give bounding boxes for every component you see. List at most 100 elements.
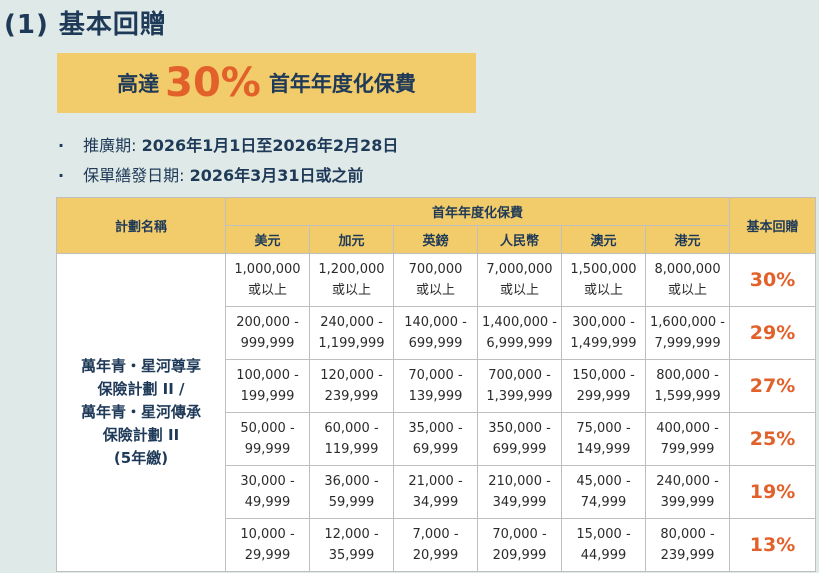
premium-range-line: 199,999 bbox=[240, 389, 295, 404]
premium-range-line: 80,000 - bbox=[660, 527, 715, 542]
premium-range-line: 239,999 bbox=[324, 389, 379, 404]
premium-range-line: 210,000 - bbox=[488, 474, 551, 489]
premium-range-cell: 240,000 - 399,999 bbox=[644, 465, 731, 519]
premium-range-cell: 1,500,000 或以上 bbox=[561, 253, 646, 307]
premium-range-cell: 8,000,000 或以上 bbox=[644, 253, 731, 307]
premium-range-cell: 120,000 - 239,999 bbox=[309, 359, 394, 413]
premium-range-line: 7,999,999 bbox=[654, 336, 721, 351]
premium-range-line: 140,000 - bbox=[404, 315, 467, 330]
table-row: 30,000 - 49,999 36,000 - 59,999 21,000 - 34,9… bbox=[57, 465, 817, 519]
premium-range-line: 或以上 bbox=[247, 283, 287, 298]
premium-range-line: 350,000 - bbox=[488, 421, 551, 436]
premium-range-line: 399,999 bbox=[660, 495, 715, 510]
premium-range-line: 119,999 bbox=[324, 442, 379, 457]
rebate-percent-cell: 25% bbox=[729, 412, 817, 466]
premium-range-line: 700,000 - bbox=[488, 368, 551, 383]
premium-range-cell: 150,000 - 299,999 bbox=[561, 359, 646, 413]
premium-range-line: 70,000 - bbox=[492, 527, 547, 542]
table-row: 萬年青・星河尊享 保險計劃 II / 萬年青・星河傳承 保險計劃 II (5年繳) 1,0… bbox=[56, 253, 817, 572]
plan-name-line: 保險計劃 II / bbox=[97, 380, 185, 398]
banner-prefix: 高達 bbox=[117, 72, 160, 96]
premium-range-line: 30,000 - bbox=[240, 474, 295, 489]
premium-range-line: 45,000 - bbox=[576, 474, 631, 489]
premium-range-line: 139,999 bbox=[408, 389, 463, 404]
premium-range-line: 6,999,999 bbox=[486, 336, 553, 351]
premium-range-cell: 210,000 - 349,999 bbox=[477, 465, 562, 519]
premium-range-line: 69,999 bbox=[412, 442, 459, 457]
premium-range-line: 或以上 bbox=[415, 283, 455, 298]
plan-name-line: 萬年青・星河尊享 bbox=[80, 357, 201, 375]
premium-range-line: 或以上 bbox=[583, 283, 623, 298]
currency-header: 美元 bbox=[225, 225, 310, 254]
premium-range-cell: 70,000 - 209,999 bbox=[477, 518, 562, 572]
promo-period-line: · 推廣期: 2026年1月1日至2026年2月28日 bbox=[58, 132, 398, 156]
premium-range-line: 699,999 bbox=[492, 442, 547, 457]
bullet-dot: · bbox=[58, 166, 65, 185]
premium-range-line: 60,000 - bbox=[324, 421, 379, 436]
premium-range-line: 149,999 bbox=[576, 442, 631, 457]
premium-range-cell: 200,000 - 999,999 bbox=[225, 306, 310, 360]
premium-range-cell: 10,000 - 29,999 bbox=[225, 518, 310, 572]
premium-range-cell: 60,000 - 119,999 bbox=[309, 412, 394, 466]
premium-range-cell: 1,000,000 或以上 bbox=[225, 253, 310, 307]
premium-range-cell: 75,000 - 149,999 bbox=[561, 412, 646, 466]
premium-range-line: 36,000 - bbox=[324, 474, 379, 489]
premium-range-line: 349,999 bbox=[492, 495, 547, 510]
banner-percent: 30% bbox=[165, 60, 261, 106]
premium-range-line: 200,000 - bbox=[236, 315, 299, 330]
premium-range-cell: 36,000 - 59,999 bbox=[309, 465, 394, 519]
premium-range-line: 或以上 bbox=[668, 283, 708, 298]
premium-range-line: 49,999 bbox=[244, 495, 291, 510]
currency-header-row: 美元 加元 英鎊 人民幣 澳元 港元 bbox=[57, 225, 816, 254]
plan-name-line: 萬年青・星河傳承 bbox=[80, 403, 201, 421]
bullet-dot: · bbox=[58, 136, 65, 155]
premium-range-line: 8,000,000 bbox=[654, 262, 721, 277]
premium-range-line: 209,999 bbox=[492, 548, 547, 563]
premium-range-line: 150,000 - bbox=[572, 368, 635, 383]
premium-range-line: 或以上 bbox=[499, 283, 539, 298]
premium-range-cell: 15,000 - 44,999 bbox=[561, 518, 646, 572]
premium-range-cell: 12,000 - 35,999 bbox=[309, 518, 394, 572]
premium-range-line: 1,599,999 bbox=[654, 389, 721, 404]
premium-range-line: 239,999 bbox=[660, 548, 715, 563]
premium-range-line: 1,000,000 bbox=[234, 262, 301, 277]
premium-range-line: 75,000 - bbox=[576, 421, 631, 436]
premium-range-line: 1,199,999 bbox=[318, 336, 385, 351]
promo-period-label: 推廣期: bbox=[83, 136, 137, 155]
premium-range-line: 700,000 bbox=[408, 262, 463, 277]
premium-range-line: 1,399,999 bbox=[486, 389, 553, 404]
premium-range-cell: 1,200,000 或以上 bbox=[309, 253, 394, 307]
premium-range-line: 1,200,000 bbox=[318, 262, 385, 277]
rebate-percent-cell: 29% bbox=[729, 306, 817, 360]
premium-range-line: 299,999 bbox=[576, 389, 631, 404]
premium-range-line: 29,999 bbox=[244, 548, 291, 563]
rebate-table: 計劃名稱 首年年度化保費 基本回贈 美元 加元 英鎊 人民幣 澳元 港元 萬年青・星河尊享… bbox=[56, 197, 817, 572]
premium-range-cell: 1,600,000 - 7,999,999 bbox=[644, 306, 731, 360]
premium-range-line: 300,000 - bbox=[572, 315, 635, 330]
premium-range-cell: 45,000 - 74,999 bbox=[561, 465, 646, 519]
premium-range-line: 799,999 bbox=[660, 442, 715, 457]
table-row: 50,000 - 99,999 60,000 - 119,999 35,000 - 69,… bbox=[57, 412, 817, 466]
currency-header: 港元 bbox=[644, 225, 731, 254]
plan-name-line: 保險計劃 II bbox=[102, 426, 180, 444]
plan-name-header: 計劃名稱 bbox=[56, 197, 226, 254]
premium-range-cell: 700,000 - 1,399,999 bbox=[477, 359, 562, 413]
premium-range-line: 120,000 - bbox=[320, 368, 383, 383]
premium-range-line: 1,500,000 bbox=[570, 262, 637, 277]
premium-range-line: 20,999 bbox=[412, 548, 459, 563]
premium-range-cell: 1,400,000 - 6,999,999 bbox=[477, 306, 562, 360]
premium-range-cell: 700,000 或以上 bbox=[393, 253, 478, 307]
premium-range-cell: 50,000 - 99,999 bbox=[225, 412, 310, 466]
premium-range-cell: 800,000 - 1,599,999 bbox=[644, 359, 731, 413]
premium-range-line: 400,000 - bbox=[656, 421, 719, 436]
premium-range-line: 35,999 bbox=[328, 548, 375, 563]
premium-range-cell: 140,000 - 699,999 bbox=[393, 306, 478, 360]
currency-header: 澳元 bbox=[561, 225, 646, 254]
premium-range-cell: 7,000 - 20,999 bbox=[393, 518, 478, 572]
premium-range-line: 800,000 - bbox=[656, 368, 719, 383]
premium-range-line: 59,999 bbox=[328, 495, 375, 510]
premium-range-line: 35,000 - bbox=[408, 421, 463, 436]
premium-range-cell: 70,000 - 139,999 bbox=[393, 359, 478, 413]
premium-range-line: 1,600,000 - bbox=[650, 315, 726, 330]
premium-range-line: 699,999 bbox=[408, 336, 463, 351]
